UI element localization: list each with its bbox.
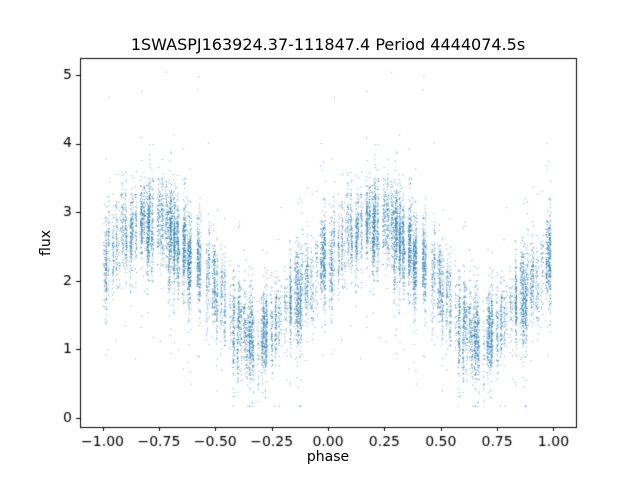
y-axis-label: flux	[38, 230, 54, 256]
x-axis-label: phase	[306, 449, 350, 465]
chart-title: 1SWASPJ163924.37-111847.4 Period 4444074…	[130, 35, 526, 54]
